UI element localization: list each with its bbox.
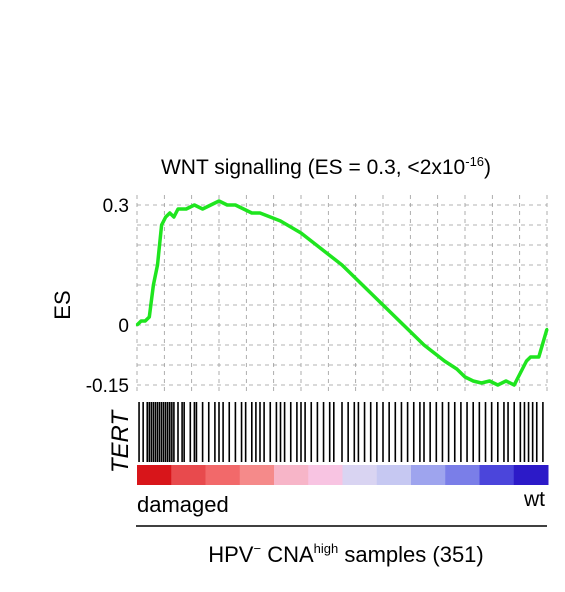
gradient-segment <box>137 465 172 485</box>
curve-point <box>545 327 549 331</box>
curve-point <box>144 319 147 323</box>
curve-point <box>279 219 282 223</box>
curve-point <box>480 381 483 385</box>
curve-point <box>504 379 508 383</box>
curve-point <box>135 323 139 327</box>
enrichment-curve-group <box>135 199 549 387</box>
curve-point <box>463 375 467 379</box>
curve-point <box>299 231 303 235</box>
curve-point <box>176 207 180 211</box>
curve-point <box>361 283 364 287</box>
y-tick-label: 0 <box>118 316 129 337</box>
curve-point <box>496 383 499 387</box>
curve-point <box>320 247 323 251</box>
gradient-segment <box>411 465 446 485</box>
curve-point <box>513 383 516 387</box>
curve-point <box>164 215 167 219</box>
curve-point <box>455 367 458 371</box>
gradient-segment <box>308 465 343 485</box>
plot-grid <box>136 195 548 393</box>
enrichment-curve <box>135 199 549 387</box>
gradient-left-label: damaged <box>137 492 229 517</box>
gradient-segment <box>342 465 378 485</box>
curve-point <box>185 207 188 211</box>
curve-point <box>537 355 540 359</box>
curve-point <box>156 263 159 267</box>
y-tick-label: 0.3 <box>103 196 129 217</box>
y-tick-label: -0.15 <box>86 376 129 397</box>
curve-point <box>152 283 155 287</box>
gradient-segment <box>274 465 309 485</box>
curve-point <box>217 199 221 203</box>
curve-point <box>193 203 196 207</box>
gradient-segment <box>239 465 275 485</box>
gradient-segment <box>205 465 241 485</box>
tert-barcode <box>138 402 544 462</box>
curve-point <box>226 203 229 207</box>
rank-gradient-bar <box>137 465 549 485</box>
curve-point <box>521 367 524 371</box>
gradient-segment <box>479 465 515 485</box>
curve-point <box>472 379 475 383</box>
y-tick-labels: 0.3 0 -0.15 <box>86 196 129 397</box>
curve-point <box>168 211 171 215</box>
curve-point <box>139 319 143 323</box>
y-axis-label: ES <box>50 290 75 319</box>
curve-point <box>525 359 528 363</box>
curve-point <box>381 303 385 307</box>
curve-point <box>402 323 405 327</box>
curve-point <box>201 207 204 211</box>
barcode-label: TERT <box>107 409 134 474</box>
gradient-segment <box>513 465 549 485</box>
curve-point <box>258 211 262 215</box>
gradient-right-label: wt <box>523 488 545 511</box>
curve-point <box>242 207 245 211</box>
curve-point <box>209 203 212 207</box>
curve-point <box>172 215 176 219</box>
x-axis-label: HPV− CNAhigh samples (351) <box>208 541 484 567</box>
curve-point <box>340 263 344 267</box>
curve-point <box>529 355 532 359</box>
gradient-segment <box>445 465 480 485</box>
curve-point <box>443 359 446 363</box>
gradient-segment <box>376 465 412 485</box>
gradient-segment <box>171 465 206 485</box>
curve-point <box>160 223 163 227</box>
curve-point <box>488 379 491 383</box>
curve-point <box>422 343 426 347</box>
chart-title: WNT signalling (ES = 0.3, <2x10-16) <box>161 154 491 179</box>
curve-point <box>234 203 237 207</box>
curve-point <box>148 315 151 319</box>
curve-point <box>250 211 253 215</box>
curve-point <box>517 375 520 379</box>
